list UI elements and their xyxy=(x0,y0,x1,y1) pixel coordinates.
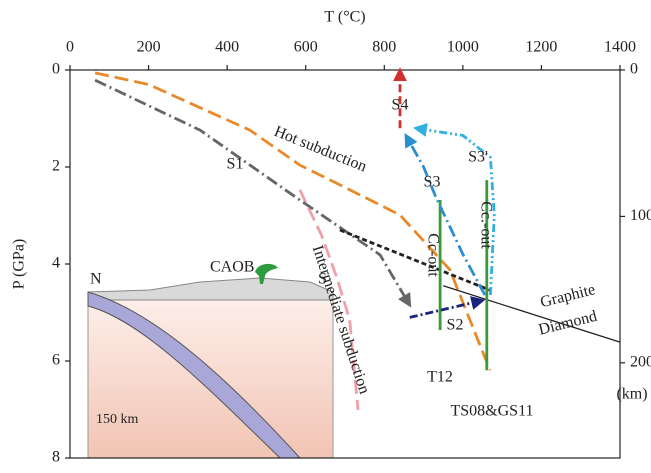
x-tick-label: 1000 xyxy=(447,39,479,56)
inset-label: 150 km xyxy=(96,412,139,427)
series-label: Hot subduction xyxy=(272,123,369,176)
series-label: S1 xyxy=(227,156,244,173)
x-tick-label: 600 xyxy=(294,39,318,56)
annotation: Cc-out xyxy=(424,233,441,277)
y-tick-label: 8 xyxy=(52,449,60,466)
x-tick-label: 0 xyxy=(66,39,74,56)
y-tick-label: 2 xyxy=(52,158,60,175)
y-tick-label: 6 xyxy=(52,352,60,369)
series-label: S2 xyxy=(447,317,464,334)
x-tick-label: 400 xyxy=(215,39,239,56)
series-label: S3 xyxy=(424,174,441,191)
series-label: TS08&GS11 xyxy=(451,403,534,420)
series-line xyxy=(410,300,483,317)
x-tick-label: 1400 xyxy=(604,39,636,56)
inset: CAOB N S 150 km xyxy=(88,259,333,458)
chart: CAOB N S 150 km T (°C) P (GPa) (km) 0200… xyxy=(0,0,651,468)
y2-tick-label: 200 xyxy=(630,354,651,371)
x-tick-label: 1200 xyxy=(525,39,557,56)
annotation: Graphite xyxy=(539,281,597,311)
y2-tick-label: 0 xyxy=(630,61,638,78)
x-tick-label: 200 xyxy=(137,39,161,56)
x-tick-label: 800 xyxy=(372,39,396,56)
x-axis-title: T (°C) xyxy=(324,9,365,26)
y-axis-title: P (GPa) xyxy=(11,239,28,290)
y-tick-label: 0 xyxy=(52,61,60,78)
y2-tick-label: 100 xyxy=(630,207,651,224)
series-label: S3' xyxy=(468,149,488,166)
series-label: S4 xyxy=(392,97,409,114)
annotation: Diamond xyxy=(537,308,599,339)
inset-label: CAOB xyxy=(210,259,254,276)
y2-axis-title: (km) xyxy=(616,386,647,403)
series-label: T12 xyxy=(427,369,453,386)
annotation: Cc.-out xyxy=(477,201,494,249)
y-tick-label: 4 xyxy=(52,255,60,272)
inset-label: N xyxy=(90,271,102,288)
